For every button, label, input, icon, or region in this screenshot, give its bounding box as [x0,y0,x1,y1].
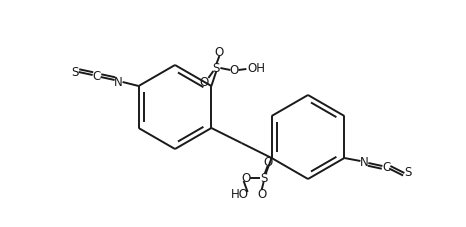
Text: S: S [260,172,267,185]
Text: O: O [263,156,272,169]
Text: O: O [230,64,239,77]
Text: N: N [114,75,123,88]
Text: C: C [382,161,391,174]
Text: C: C [93,70,101,83]
Text: O: O [257,188,266,201]
Text: O: O [215,46,224,59]
Text: S: S [212,62,220,75]
Text: OH: OH [247,62,265,75]
Text: S: S [71,65,78,78]
Text: HO: HO [231,188,249,201]
Text: S: S [404,166,412,179]
Text: N: N [360,156,369,169]
Text: O: O [200,76,209,89]
Text: O: O [241,172,250,185]
